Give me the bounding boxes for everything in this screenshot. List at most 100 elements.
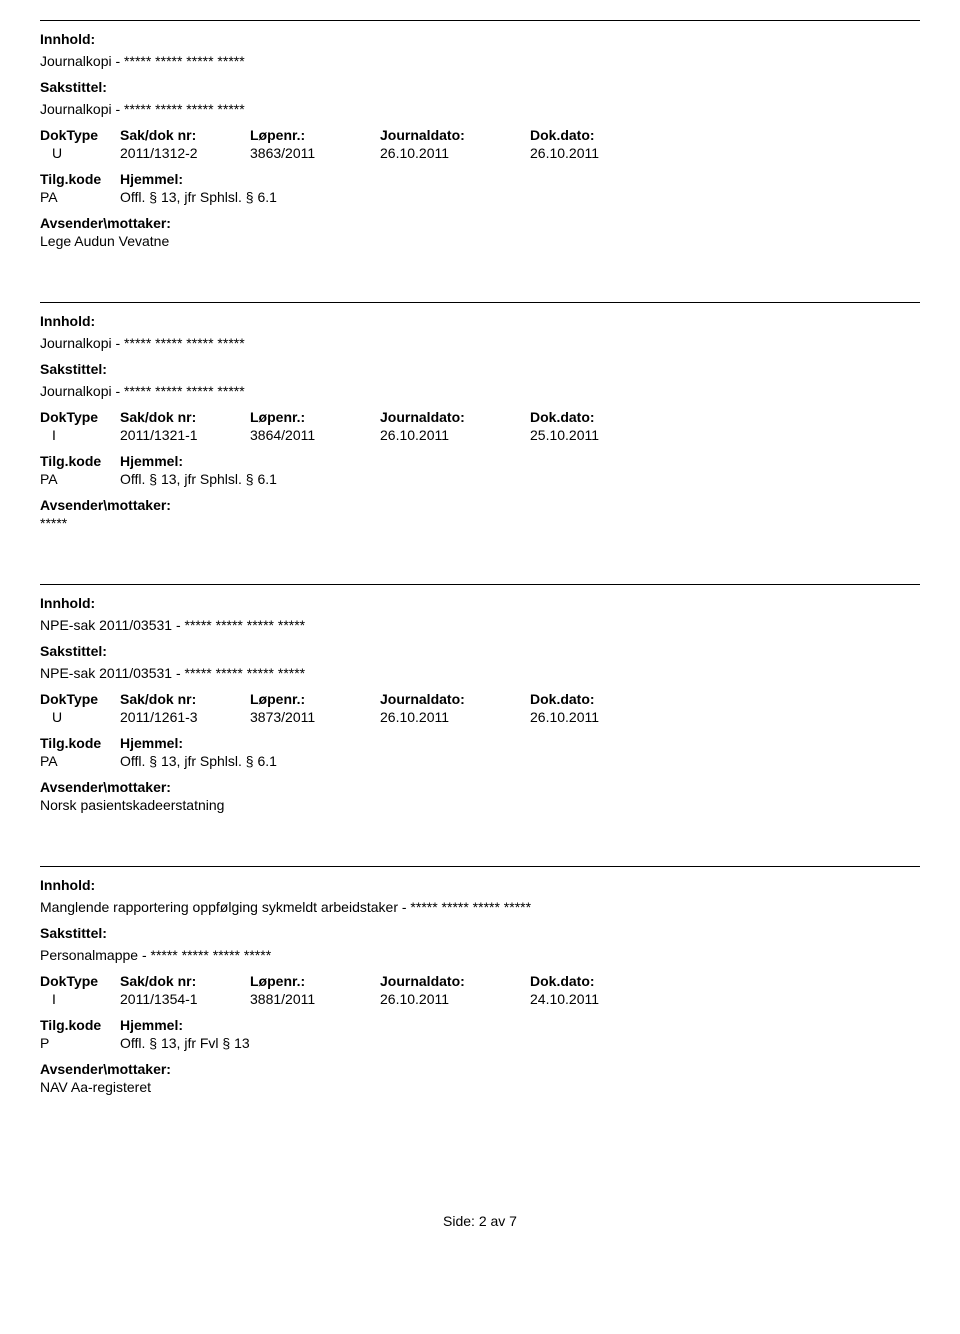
- journaldato-header: Journaldato:: [380, 127, 530, 143]
- sakdoknr-header: Sak/dok nr:: [120, 127, 250, 143]
- sakstittel-label: Sakstittel:: [40, 361, 920, 377]
- table-header-row: DokType Sak/dok nr: Løpenr.: Journaldato…: [40, 691, 920, 707]
- journaldato-header: Journaldato:: [380, 691, 530, 707]
- table-row: U 2011/1261-3 3873/2011 26.10.2011 26.10…: [40, 709, 920, 725]
- doktype-value: U: [40, 145, 120, 161]
- avsender-value: Norsk pasientskadeerstatning: [40, 797, 920, 813]
- tilgkode-value: PA: [40, 753, 120, 769]
- tilg-header-row: Tilg.kode Hjemmel:: [40, 735, 920, 751]
- sakdoknr-value: 2011/1321-1: [120, 427, 250, 443]
- page-footer: Side: 2 av 7: [40, 1213, 920, 1229]
- sakstittel-label: Sakstittel:: [40, 643, 920, 659]
- hjemmel-value: Offl. § 13, jfr Sphlsl. § 6.1: [120, 471, 520, 487]
- tilg-row: PA Offl. § 13, jfr Sphlsl. § 6.1: [40, 753, 920, 769]
- entry-divider: [40, 866, 920, 867]
- sakdoknr-value: 2011/1312-2: [120, 145, 250, 161]
- tilg-header-row: Tilg.kode Hjemmel:: [40, 453, 920, 469]
- dokdato-header: Dok.dato:: [530, 691, 660, 707]
- table-row: I 2011/1321-1 3864/2011 26.10.2011 25.10…: [40, 427, 920, 443]
- hjemmel-value: Offl. § 13, jfr Sphlsl. § 6.1: [120, 753, 520, 769]
- hjemmel-header: Hjemmel:: [120, 735, 520, 751]
- sakdoknr-value: 2011/1354-1: [120, 991, 250, 1007]
- table-row: I 2011/1354-1 3881/2011 26.10.2011 24.10…: [40, 991, 920, 1007]
- hjemmel-header: Hjemmel:: [120, 171, 520, 187]
- avsender-label: Avsender\mottaker:: [40, 497, 920, 513]
- lopenr-header: Løpenr.:: [250, 973, 380, 989]
- tilg-row: PA Offl. § 13, jfr Sphlsl. § 6.1: [40, 189, 920, 205]
- table-header-row: DokType Sak/dok nr: Løpenr.: Journaldato…: [40, 127, 920, 143]
- lopenr-header: Løpenr.:: [250, 127, 380, 143]
- dokdato-value: 26.10.2011: [530, 145, 660, 161]
- journal-entry: Innhold: Journalkopi - ***** ***** *****…: [40, 20, 920, 287]
- journal-entry: Innhold: Manglende rapportering oppfølgi…: [40, 866, 920, 1133]
- avsender-label: Avsender\mottaker:: [40, 215, 920, 231]
- table-header-row: DokType Sak/dok nr: Løpenr.: Journaldato…: [40, 973, 920, 989]
- doktype-header: DokType: [40, 127, 120, 143]
- journal-entry: Innhold: Journalkopi - ***** ***** *****…: [40, 302, 920, 569]
- dokdato-value: 24.10.2011: [530, 991, 660, 1007]
- innhold-value: Journalkopi - ***** ***** ***** *****: [40, 53, 920, 69]
- lopenr-value: 3873/2011: [250, 709, 380, 725]
- innhold-label: Innhold:: [40, 595, 920, 611]
- avsender-label: Avsender\mottaker:: [40, 779, 920, 795]
- journaldato-header: Journaldato:: [380, 409, 530, 425]
- journaldato-value: 26.10.2011: [380, 427, 530, 443]
- doktype-header: DokType: [40, 973, 120, 989]
- table-row: U 2011/1312-2 3863/2011 26.10.2011 26.10…: [40, 145, 920, 161]
- tilg-row: PA Offl. § 13, jfr Sphlsl. § 6.1: [40, 471, 920, 487]
- innhold-label: Innhold:: [40, 877, 920, 893]
- entry-divider: [40, 584, 920, 585]
- table-header-row: DokType Sak/dok nr: Løpenr.: Journaldato…: [40, 409, 920, 425]
- tilgkode-header: Tilg.kode: [40, 1017, 120, 1033]
- tilgkode-value: PA: [40, 189, 120, 205]
- lopenr-value: 3881/2011: [250, 991, 380, 1007]
- tilgkode-header: Tilg.kode: [40, 453, 120, 469]
- tilg-row: P Offl. § 13, jfr Fvl § 13: [40, 1035, 920, 1051]
- doktype-value: I: [40, 427, 120, 443]
- tilg-header-row: Tilg.kode Hjemmel:: [40, 171, 920, 187]
- tilgkode-header: Tilg.kode: [40, 735, 120, 751]
- innhold-label: Innhold:: [40, 313, 920, 329]
- avsender-value: Lege Audun Vevatne: [40, 233, 920, 249]
- lopenr-header: Løpenr.:: [250, 691, 380, 707]
- entry-divider: [40, 20, 920, 21]
- avsender-value: *****: [40, 515, 920, 531]
- innhold-value: NPE-sak 2011/03531 - ***** ***** ***** *…: [40, 617, 920, 633]
- doktype-header: DokType: [40, 691, 120, 707]
- innhold-value: Manglende rapportering oppfølging sykmel…: [40, 899, 920, 915]
- tilgkode-value: PA: [40, 471, 120, 487]
- doktype-value: I: [40, 991, 120, 1007]
- hjemmel-value: Offl. § 13, jfr Fvl § 13: [120, 1035, 520, 1051]
- sakdoknr-header: Sak/dok nr:: [120, 973, 250, 989]
- doktype-value: U: [40, 709, 120, 725]
- avsender-label: Avsender\mottaker:: [40, 1061, 920, 1077]
- sakstittel-value: Journalkopi - ***** ***** ***** *****: [40, 101, 920, 117]
- journaldato-value: 26.10.2011: [380, 145, 530, 161]
- sakstittel-label: Sakstittel:: [40, 925, 920, 941]
- journaldato-value: 26.10.2011: [380, 709, 530, 725]
- tilgkode-value: P: [40, 1035, 120, 1051]
- doktype-header: DokType: [40, 409, 120, 425]
- lopenr-value: 3864/2011: [250, 427, 380, 443]
- sakdoknr-header: Sak/dok nr:: [120, 409, 250, 425]
- hjemmel-value: Offl. § 13, jfr Sphlsl. § 6.1: [120, 189, 520, 205]
- sakstittel-value: NPE-sak 2011/03531 - ***** ***** ***** *…: [40, 665, 920, 681]
- dokdato-value: 25.10.2011: [530, 427, 660, 443]
- sakdoknr-value: 2011/1261-3: [120, 709, 250, 725]
- tilg-header-row: Tilg.kode Hjemmel:: [40, 1017, 920, 1033]
- sakstittel-value: Journalkopi - ***** ***** ***** *****: [40, 383, 920, 399]
- hjemmel-header: Hjemmel:: [120, 453, 520, 469]
- dokdato-header: Dok.dato:: [530, 973, 660, 989]
- dokdato-header: Dok.dato:: [530, 409, 660, 425]
- sakstittel-value: Personalmappe - ***** ***** ***** *****: [40, 947, 920, 963]
- sakdoknr-header: Sak/dok nr:: [120, 691, 250, 707]
- sakstittel-label: Sakstittel:: [40, 79, 920, 95]
- dokdato-value: 26.10.2011: [530, 709, 660, 725]
- entry-divider: [40, 302, 920, 303]
- tilgkode-header: Tilg.kode: [40, 171, 120, 187]
- lopenr-value: 3863/2011: [250, 145, 380, 161]
- journaldato-value: 26.10.2011: [380, 991, 530, 1007]
- hjemmel-header: Hjemmel:: [120, 1017, 520, 1033]
- journal-entry: Innhold: NPE-sak 2011/03531 - ***** ****…: [40, 584, 920, 851]
- dokdato-header: Dok.dato:: [530, 127, 660, 143]
